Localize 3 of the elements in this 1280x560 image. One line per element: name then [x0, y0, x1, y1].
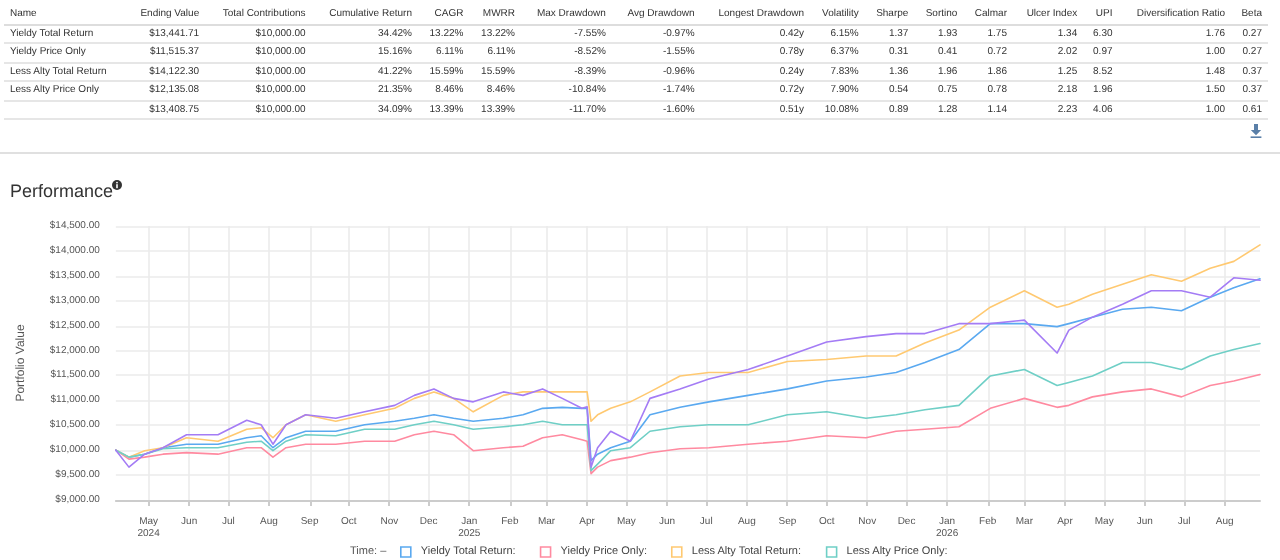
line-series — [115, 342, 1261, 472]
chart-title: Performance — [10, 181, 114, 201]
line-series — [115, 373, 1261, 475]
